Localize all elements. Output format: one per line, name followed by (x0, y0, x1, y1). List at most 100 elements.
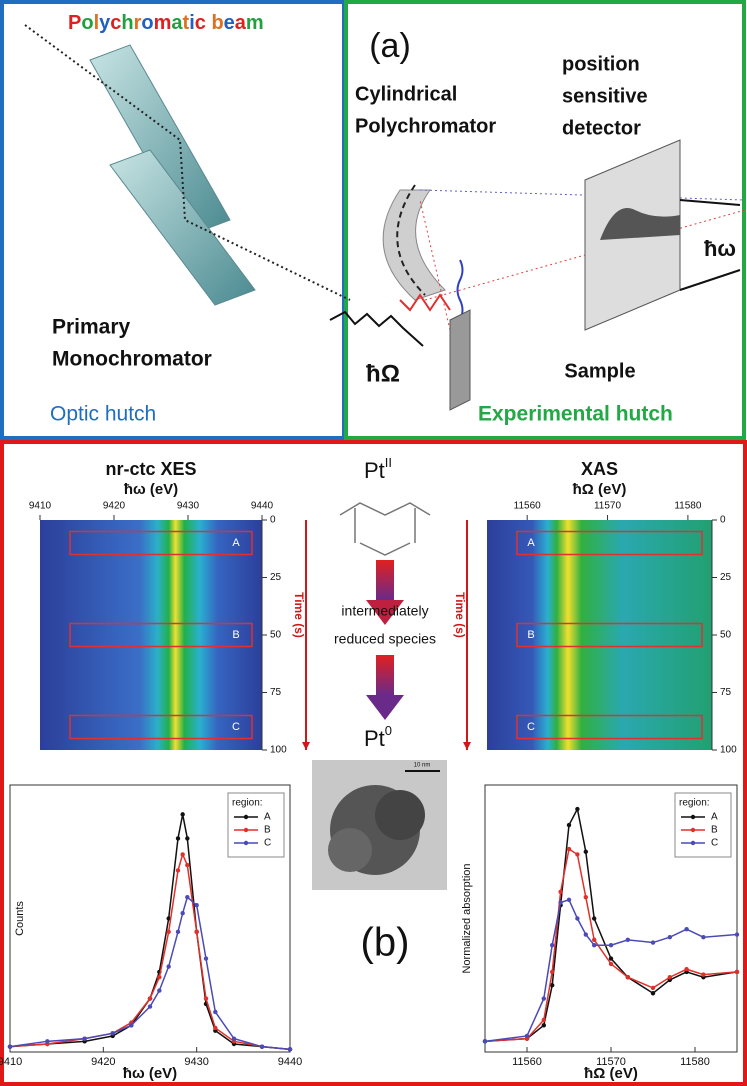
point (650, 991, 656, 996)
point (147, 1004, 153, 1009)
y-tick-label: 100 (270, 745, 287, 756)
legend-label: C (711, 838, 718, 849)
x-tick-label: 9440 (251, 501, 274, 512)
x-tick-label: 9430 (184, 1056, 208, 1068)
point (558, 900, 563, 905)
y-tick-label: 75 (720, 687, 732, 698)
polychromator-label: Cylindrical (355, 83, 457, 105)
point (166, 964, 171, 969)
point (180, 852, 185, 857)
x-axis-label: ħΩ (eV) (584, 1065, 638, 1082)
legend-marker (690, 814, 696, 820)
region-label: B (527, 629, 534, 641)
point (185, 894, 190, 900)
point (541, 996, 546, 1001)
region (516, 530, 703, 556)
point (550, 943, 555, 948)
x-axis-label: ħω (eV) (123, 1065, 177, 1082)
legend-box (227, 792, 285, 858)
point (592, 943, 597, 948)
point (541, 1017, 546, 1023)
point (157, 975, 162, 980)
y-tick-label: 0 (270, 515, 276, 526)
legend-label: A (264, 812, 271, 823)
point (45, 1039, 50, 1044)
experimental-hutch: Experimental hutch (478, 403, 673, 426)
region-label: A (527, 537, 535, 549)
y-axis-label: Time (s) (292, 592, 306, 638)
point (566, 846, 572, 852)
plot-frame (9, 784, 291, 1053)
beam-label: Polychromatic beam (68, 12, 264, 34)
point (185, 836, 190, 841)
x-tick-label: 9420 (91, 1056, 115, 1068)
x-tick-label: 11580 (674, 501, 702, 512)
region-label: C (527, 721, 535, 733)
series-line (484, 898, 738, 1043)
point (203, 956, 209, 961)
y-tick-label: 25 (270, 572, 282, 583)
point (82, 1036, 87, 1041)
detector-label: sensitive (562, 85, 648, 107)
point (608, 956, 614, 961)
point (684, 926, 689, 932)
point (566, 897, 572, 903)
region (69, 530, 253, 556)
point (566, 822, 572, 828)
legend-label: C (264, 838, 271, 849)
point (259, 1044, 265, 1049)
legend-marker (243, 827, 249, 833)
region (69, 714, 253, 740)
point (213, 1025, 218, 1031)
point (575, 806, 580, 812)
emission-energy: ħω (704, 236, 736, 261)
point (667, 975, 672, 980)
point (166, 916, 171, 921)
region (516, 714, 703, 740)
region-label: A (232, 537, 240, 549)
point (185, 862, 190, 868)
chart-title: nr-ctc XES (105, 459, 196, 479)
panel-b-frame (0, 440, 747, 1086)
region-label: C (232, 721, 240, 733)
point (147, 996, 153, 1001)
x-tick-label: 9420 (103, 501, 126, 512)
point (180, 910, 185, 916)
region (516, 622, 703, 648)
x-tick-label: 9410 (0, 1056, 22, 1068)
sample-label: Sample (564, 360, 635, 382)
point (558, 889, 563, 894)
chart-title: XAS (581, 459, 618, 479)
y-axis-label: Counts (14, 901, 26, 936)
point (575, 916, 580, 921)
point (482, 1039, 488, 1044)
point (180, 812, 185, 817)
point (231, 1036, 237, 1041)
legend-marker (243, 840, 249, 846)
detector-label: detector (562, 117, 641, 139)
point (550, 969, 555, 975)
panel-b-drawing (312, 502, 447, 890)
incident-energy: ħΩ (366, 360, 400, 387)
arrow (376, 560, 394, 600)
x-tick-label: 9440 (278, 1056, 302, 1068)
point (7, 1044, 13, 1049)
point (608, 943, 614, 948)
point (287, 1047, 293, 1052)
heatmap (40, 520, 262, 750)
x-tick-label: 9430 (177, 501, 200, 512)
scale-bar: 10 nm (414, 763, 431, 769)
point (684, 967, 689, 972)
point (110, 1031, 115, 1036)
experiment-frame (344, 0, 746, 440)
legend-marker (690, 840, 696, 846)
detector-label: position (562, 53, 640, 75)
point (550, 983, 555, 988)
x-axis-label: ħω (eV) (124, 481, 178, 498)
monochromator-label: Primary (52, 316, 131, 339)
point (650, 985, 656, 991)
series-line (9, 895, 291, 1051)
point (129, 1023, 134, 1028)
x-tick-label: 11570 (596, 1056, 626, 1068)
